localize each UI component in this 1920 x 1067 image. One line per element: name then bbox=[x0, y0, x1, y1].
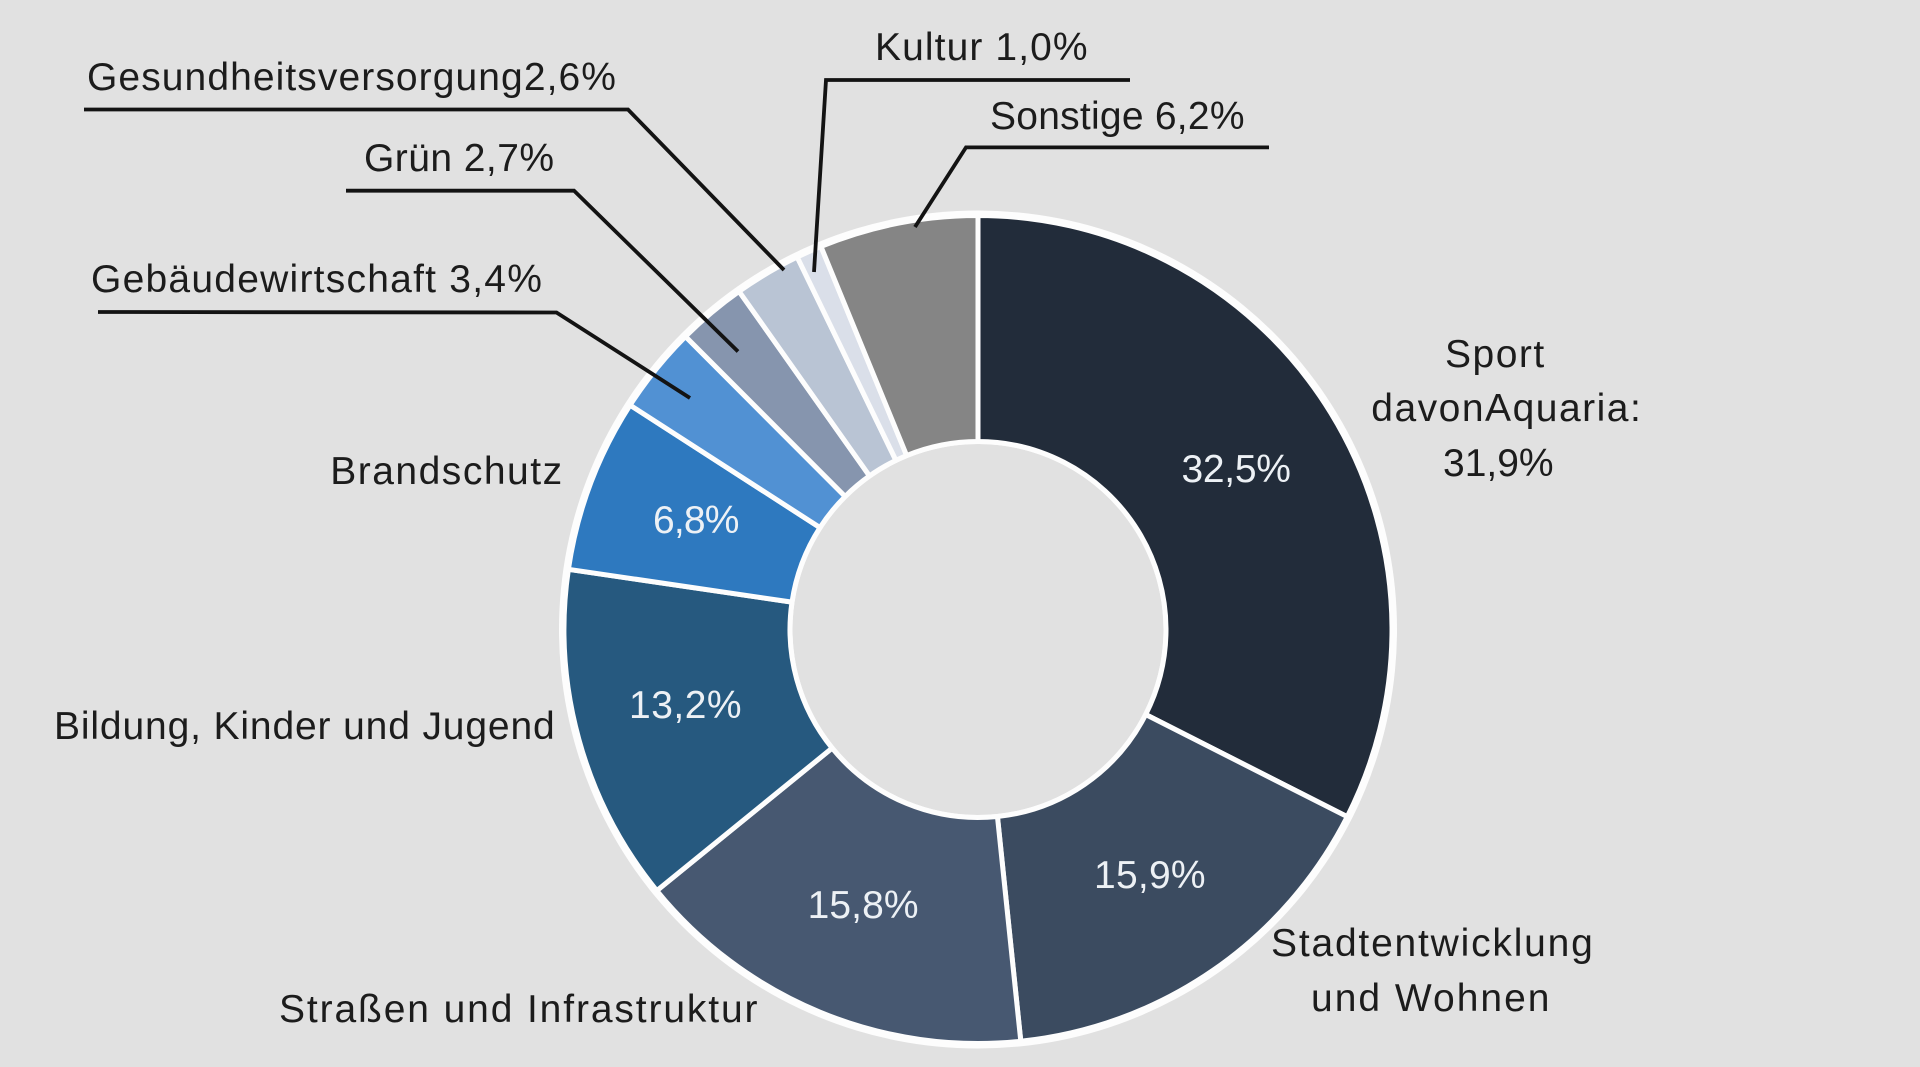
svg-text:31,9%: 31,9% bbox=[1443, 442, 1554, 485]
svg-text:13,2%: 13,2% bbox=[629, 684, 742, 727]
svg-text:6,8%: 6,8% bbox=[653, 499, 739, 542]
svg-text:Gebäudewirtschaft 3,4%: Gebäudewirtschaft 3,4% bbox=[91, 258, 543, 301]
svg-text:Stadtentwicklung: Stadtentwicklung bbox=[1271, 922, 1595, 965]
svg-text:Brandschutz: Brandschutz bbox=[330, 450, 563, 493]
svg-text:Bildung, Kinder und Jugend: Bildung, Kinder und Jugend bbox=[54, 705, 556, 748]
svg-text:Sport: Sport bbox=[1445, 333, 1546, 376]
svg-text:15,9%: 15,9% bbox=[1094, 854, 1206, 897]
svg-text:Sonstige 6,2%: Sonstige 6,2% bbox=[990, 95, 1245, 138]
svg-text:32,5%: 32,5% bbox=[1182, 448, 1291, 491]
svg-text:und Wohnen: und Wohnen bbox=[1311, 977, 1551, 1020]
svg-text:Straßen und Infrastruktur: Straßen und Infrastruktur bbox=[279, 988, 759, 1031]
svg-text:Grün 2,7%: Grün 2,7% bbox=[364, 137, 554, 180]
svg-text:davonAquaria:: davonAquaria: bbox=[1371, 387, 1642, 430]
svg-text:Gesundheitsversorgung2,6%: Gesundheitsversorgung2,6% bbox=[87, 56, 617, 99]
svg-text:15,8%: 15,8% bbox=[808, 884, 919, 927]
svg-text:Kultur 1,0%: Kultur 1,0% bbox=[875, 26, 1089, 69]
